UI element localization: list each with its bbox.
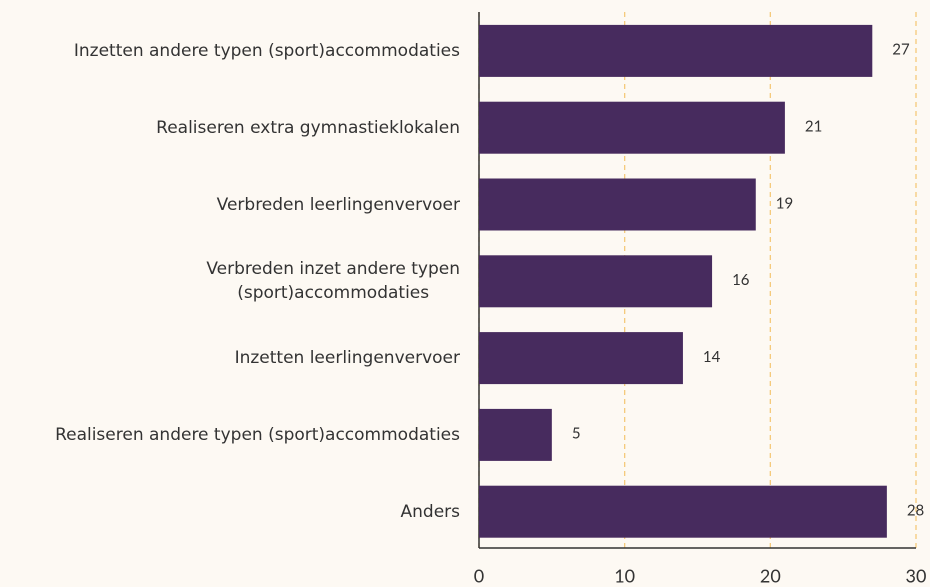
bar xyxy=(479,178,756,231)
data-label: 5 xyxy=(572,425,581,443)
bar xyxy=(479,485,887,538)
bar xyxy=(479,332,683,385)
x-tick-label: 10 xyxy=(614,565,635,587)
y-tick-label: Verbreden leerlingenvervoer xyxy=(216,194,460,215)
data-label: 19 xyxy=(776,194,793,212)
y-tick-label: Realiseren andere typen (sport)accommoda… xyxy=(55,424,460,445)
y-tick-label: Anders xyxy=(400,501,461,522)
data-label: 27 xyxy=(892,41,910,59)
bar xyxy=(479,255,713,308)
bar xyxy=(479,408,552,461)
y-tick-label: Verbreden inzet andere typen (sport)acco… xyxy=(206,259,460,304)
bar xyxy=(479,101,785,154)
y-tick-label: Realiseren extra gymnastieklokalen xyxy=(156,117,460,138)
data-label: 16 xyxy=(732,271,750,289)
y-tick-label: Inzetten andere typen (sport)accommodati… xyxy=(73,40,460,61)
data-label: 21 xyxy=(805,117,822,135)
x-tick-label: 20 xyxy=(760,565,781,587)
data-label: 28 xyxy=(907,501,924,519)
x-tick-label: 30 xyxy=(906,565,927,587)
data-label: 14 xyxy=(703,348,721,366)
bar xyxy=(479,24,873,77)
x-tick-label: 0 xyxy=(474,565,484,587)
y-tick-label: Inzetten leerlingenvervoer xyxy=(234,348,460,369)
